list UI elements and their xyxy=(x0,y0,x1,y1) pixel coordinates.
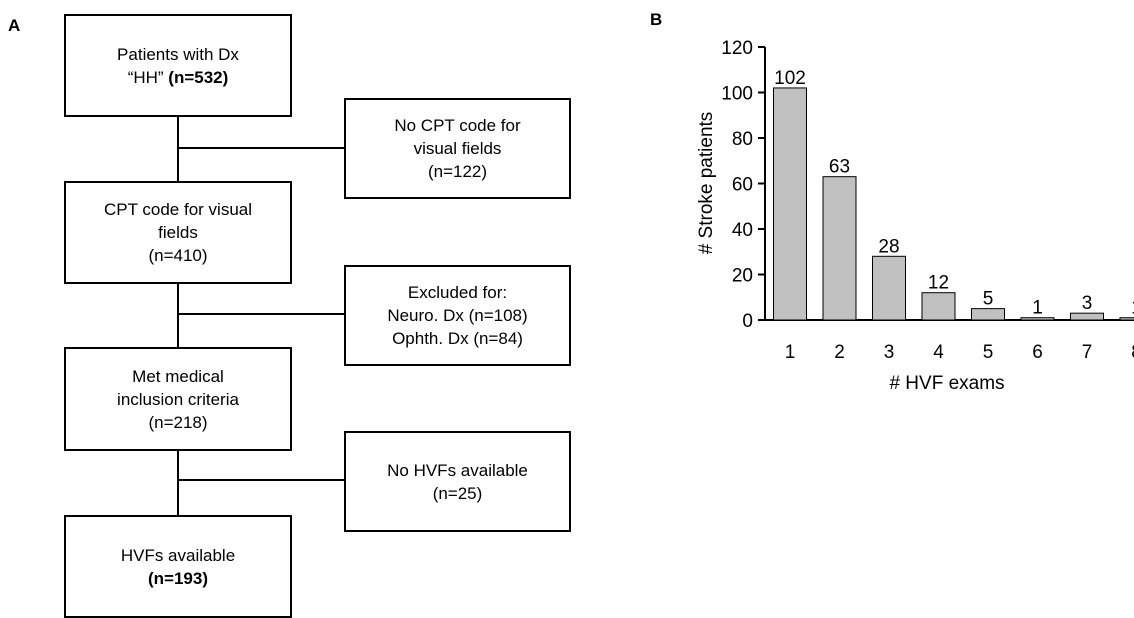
x-tick-label: 5 xyxy=(983,342,994,363)
bar-value-label: 5 xyxy=(983,289,994,310)
chart-bars xyxy=(774,88,1134,320)
bar-value-label: 28 xyxy=(878,236,899,257)
bar xyxy=(823,177,856,320)
bar-value-label: 63 xyxy=(829,157,850,178)
bar xyxy=(972,309,1005,320)
x-tick-label: 7 xyxy=(1082,342,1093,363)
y-tick-label: 20 xyxy=(732,266,753,287)
y-tick-label: 100 xyxy=(721,84,753,105)
bar xyxy=(922,293,955,320)
x-tick-label: 1 xyxy=(785,342,796,363)
bar xyxy=(873,256,906,320)
y-tick-label: 60 xyxy=(732,175,753,196)
bar-value-label: 3 xyxy=(1082,293,1093,314)
bar-value-label: 12 xyxy=(928,273,949,294)
x-axis-title: # HVF exams xyxy=(889,373,1004,394)
y-axis-title: # Stroke patients xyxy=(696,112,717,255)
x-tick-label: 3 xyxy=(884,342,895,363)
y-tick-label: 0 xyxy=(742,311,753,332)
x-tick-label: 2 xyxy=(834,342,845,363)
bar xyxy=(774,88,807,320)
y-tick-label: 120 xyxy=(721,38,753,59)
y-tick-label: 40 xyxy=(732,220,753,241)
bar xyxy=(1071,313,1104,320)
x-tick-label: 4 xyxy=(933,342,944,363)
bar-value-label: 102 xyxy=(774,68,806,89)
x-tick-label: 6 xyxy=(1032,342,1043,363)
y-tick-label: 80 xyxy=(732,129,753,150)
bar-value-label: 1 xyxy=(1032,298,1043,319)
